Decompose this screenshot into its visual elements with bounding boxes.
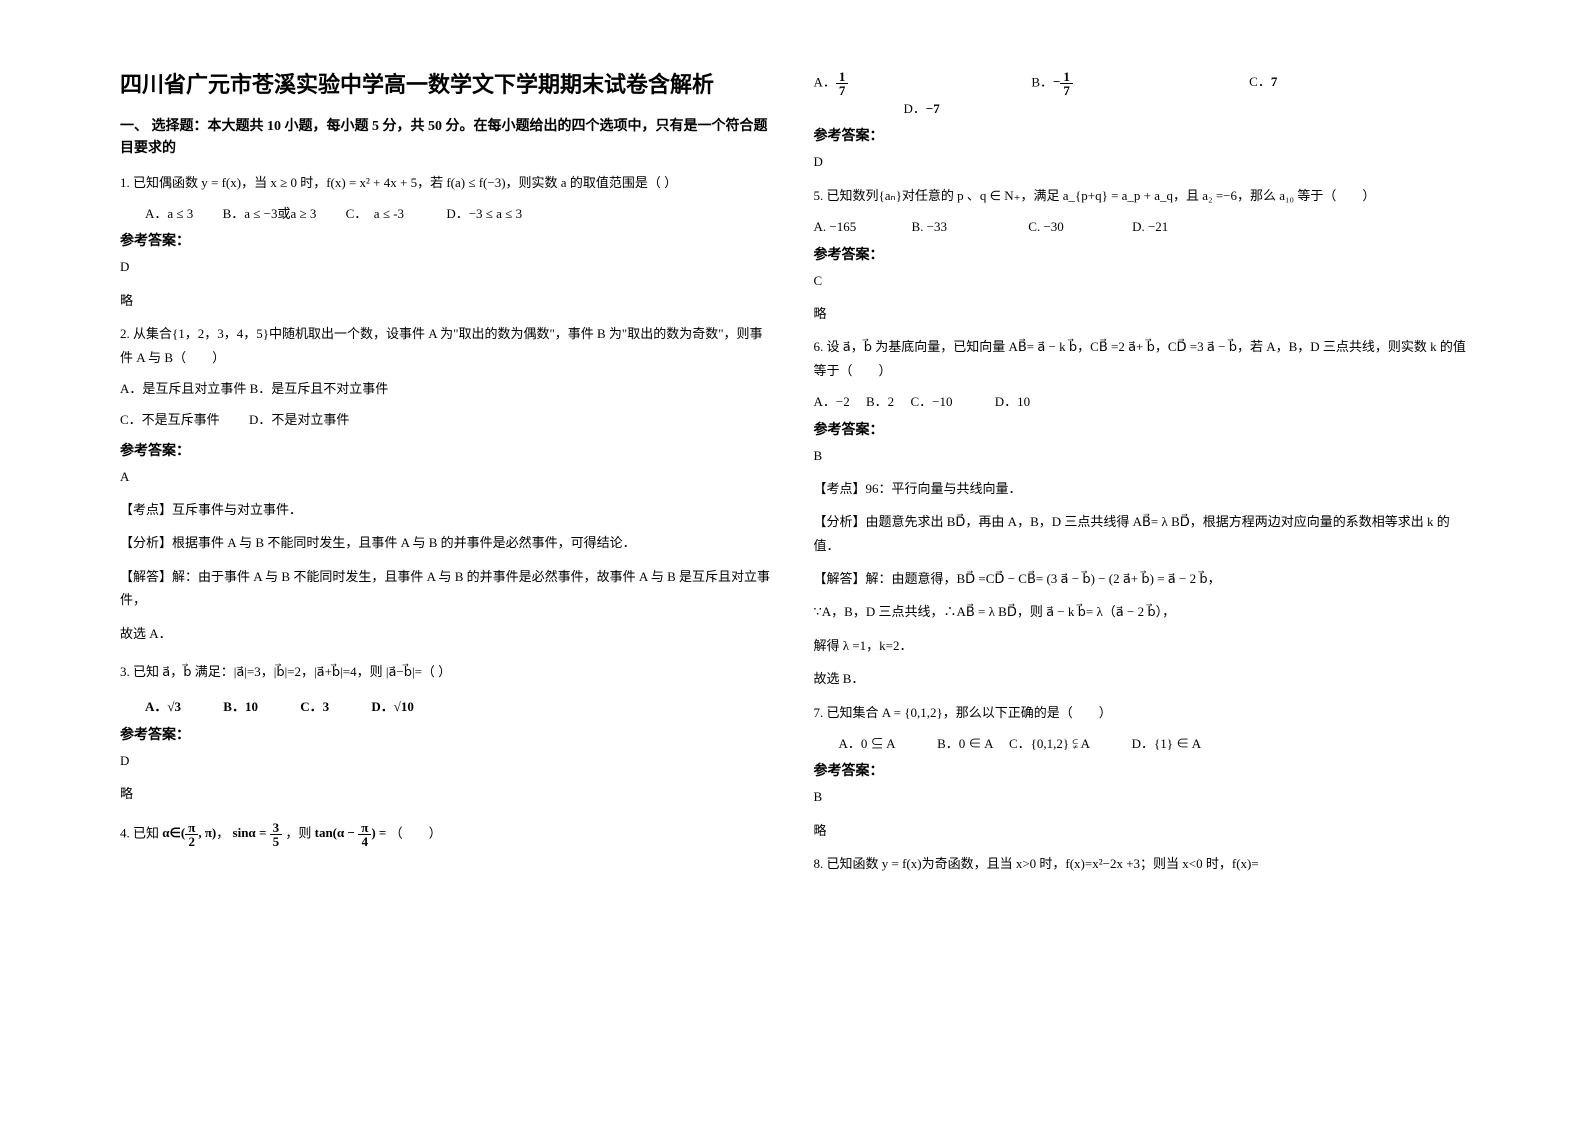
q4-paren: （ ） [390,825,442,840]
q4-options-row1: A．17 B．−17 C．7 [814,70,1468,97]
section-header: 一、 选择题：本大题共 10 小题，每小题 5 分，共 50 分。在每小题给出的… [120,116,774,161]
q4-optB: B．−17 [1031,70,1249,97]
q6-ans-label: 参考答案： [814,419,1468,439]
q2-note1: 【考点】互斥事件与对立事件． [120,498,774,521]
q6-text: 6. 设 a⃗，b⃗ 为基底向量，已知向量 AB⃗= a⃗ − k b⃗，CB⃗… [814,335,1468,382]
q8-text: 8. 已知函数 y = f(x)为奇函数，且当 x>0 时，f(x)=x²−2x… [814,852,1468,875]
right-column: A．17 B．−17 C．7 D．−7 参考答案： D 5. 已知数列{aₙ}对… [794,70,1488,1092]
q2-note4: 故选 A． [120,622,774,645]
q7-optD: D．{1} ∈ A [1132,736,1202,751]
q6-note3: 【解答】解：由题意得，BD⃗ =CD⃗ − CB⃗= (3 a⃗ − b⃗) −… [814,567,1468,590]
q3-options: A．√3 B．10 C．3 D．√10 [120,695,774,718]
q3-ans-label: 参考答案： [120,724,774,744]
q6-note6: 故选 B． [814,667,1468,690]
q3-note: 略 [120,782,774,805]
q7-optB: B．0 ∈ A [937,736,993,751]
q5-options: A. −165 B. −33 C. −30 D. −21 [814,215,1468,238]
q2-optB: B．是互斥且不对立事件 [250,381,389,396]
q3-optC: C．3 [300,699,329,714]
q1-optD: D．−3 ≤ a ≤ 3 [446,206,522,221]
q1-note: 略 [120,289,774,312]
q1-optB: B．a ≤ −3或a ≥ 3 [223,206,317,221]
q4-tan: ，则 tan(α − π4) = [285,825,386,840]
q6-note1: 【考点】96：平行向量与共线向量． [814,477,1468,500]
q7-ans: B [814,785,1468,808]
q4-optA: A．17 [814,70,1032,97]
q2-opts-row1: A．是互斥且对立事件 B．是互斥且不对立事件 [120,377,774,400]
q1-text: 1. 已知偶函数 y = f(x)，当 x ≥ 0 时，f(x) = x² + … [120,171,774,194]
q2-ans-label: 参考答案： [120,440,774,460]
q1-optA: A．a ≤ 3 [145,206,193,221]
q1-ans-label: 参考答案： [120,230,774,250]
q5-ans-label: 参考答案： [814,244,1468,264]
q6-optD: D．10 [995,394,1030,409]
q1-optC: C． a ≤ -3 [346,206,404,221]
q4-options-row2: D．−7 [814,97,1468,120]
q6-options: A．−2 B．2 C．−10 D．10 [814,390,1468,413]
q5-text: 5. 已知数列{aₙ}对任意的 p 、q ∈ N₊，满足 a_{p+q} = a… [814,184,1468,207]
q7-optC: C．{0,1,2} ⫋ A [1009,736,1089,751]
q4-range: α∈(π2, π) [162,825,216,840]
q3-ans: D [120,749,774,772]
q6-note4: ∵A，B，D 三点共线，∴AB⃗ = λ BD⃗，则 a⃗ − k b⃗= λ（… [814,600,1468,623]
q2-text: 2. 从集合{1，2，3，4，5}中随机取出一个数，设事件 A 为"取出的数为偶… [120,322,774,369]
q6-optC: C．−10 [910,394,952,409]
q2-note2: 【分析】根据事件 A 与 B 不能同时发生，且事件 A 与 B 的并事件是必然事… [120,531,774,554]
q5-optD: D. −21 [1132,219,1168,234]
q3-optB: B．10 [223,699,258,714]
q4-ans-label: 参考答案： [814,125,1468,145]
q5-ans: C [814,269,1468,292]
q2-note3: 【解答】解：由于事件 A 与 B 不能同时发生，且事件 A 与 B 的并事件是必… [120,565,774,612]
q3-optA: A．√3 [145,699,181,714]
q2-optD: D．不是对立事件 [249,412,349,427]
q4-pre: 4. 已知 [120,825,162,840]
q2-ans: A [120,465,774,488]
q5-optC: C. −30 [1028,219,1064,234]
q5-note: 略 [814,302,1468,325]
q6-optA: A．−2 [814,394,850,409]
q4-text: 4. 已知 α∈(π2, π)， sinα = 35 ，则 tan(α − π4… [120,821,774,848]
q6-optB: B．2 [866,394,894,409]
q5-optB: B. −33 [912,219,948,234]
q6-note2: 【分析】由题意先求出 BD⃗，再由 A，B，D 三点共线得 AB⃗= λ BD⃗… [814,510,1468,557]
q7-note: 略 [814,819,1468,842]
doc-title: 四川省广元市苍溪实验中学高一数学文下学期期末试卷含解析 [120,70,774,101]
q3-optD: D．√10 [371,699,414,714]
q6-note5: 解得 λ =1，k=2． [814,634,1468,657]
q6-ans: B [814,444,1468,467]
q2-optA: A．是互斥且对立事件 [120,381,246,396]
q2-optC: C．不是互斥事件 [120,412,220,427]
q1-ans: D [120,255,774,278]
q7-ans-label: 参考答案： [814,760,1468,780]
q3-text: 3. 已知 a⃗，b⃗ 满足：|a⃗|=3，|b⃗|=2，|a⃗+b⃗|=4，则… [120,660,774,683]
q7-options: A．0 ⊆ A B．0 ∈ A C．{0,1,2} ⫋ A D．{1} ∈ A [814,732,1468,755]
q4-optD: D．−7 [814,101,940,116]
q4-optC: C．7 [1249,70,1467,97]
q7-text: 7. 已知集合 A = {0,1,2}，那么以下正确的是（ ） [814,701,1468,724]
q4-ans: D [814,150,1468,173]
q2-opts-row2: C．不是互斥事件 D．不是对立事件 [120,408,774,431]
q7-optA: A．0 ⊆ A [839,736,895,751]
q4-sin: sinα = 35 [233,825,283,840]
left-column: 四川省广元市苍溪实验中学高一数学文下学期期末试卷含解析 一、 选择题：本大题共 … [100,70,794,1092]
q1-options: A．a ≤ 3 B．a ≤ −3或a ≥ 3 C． a ≤ -3 D．−3 ≤ … [120,202,774,225]
q5-optA: A. −165 [814,219,857,234]
